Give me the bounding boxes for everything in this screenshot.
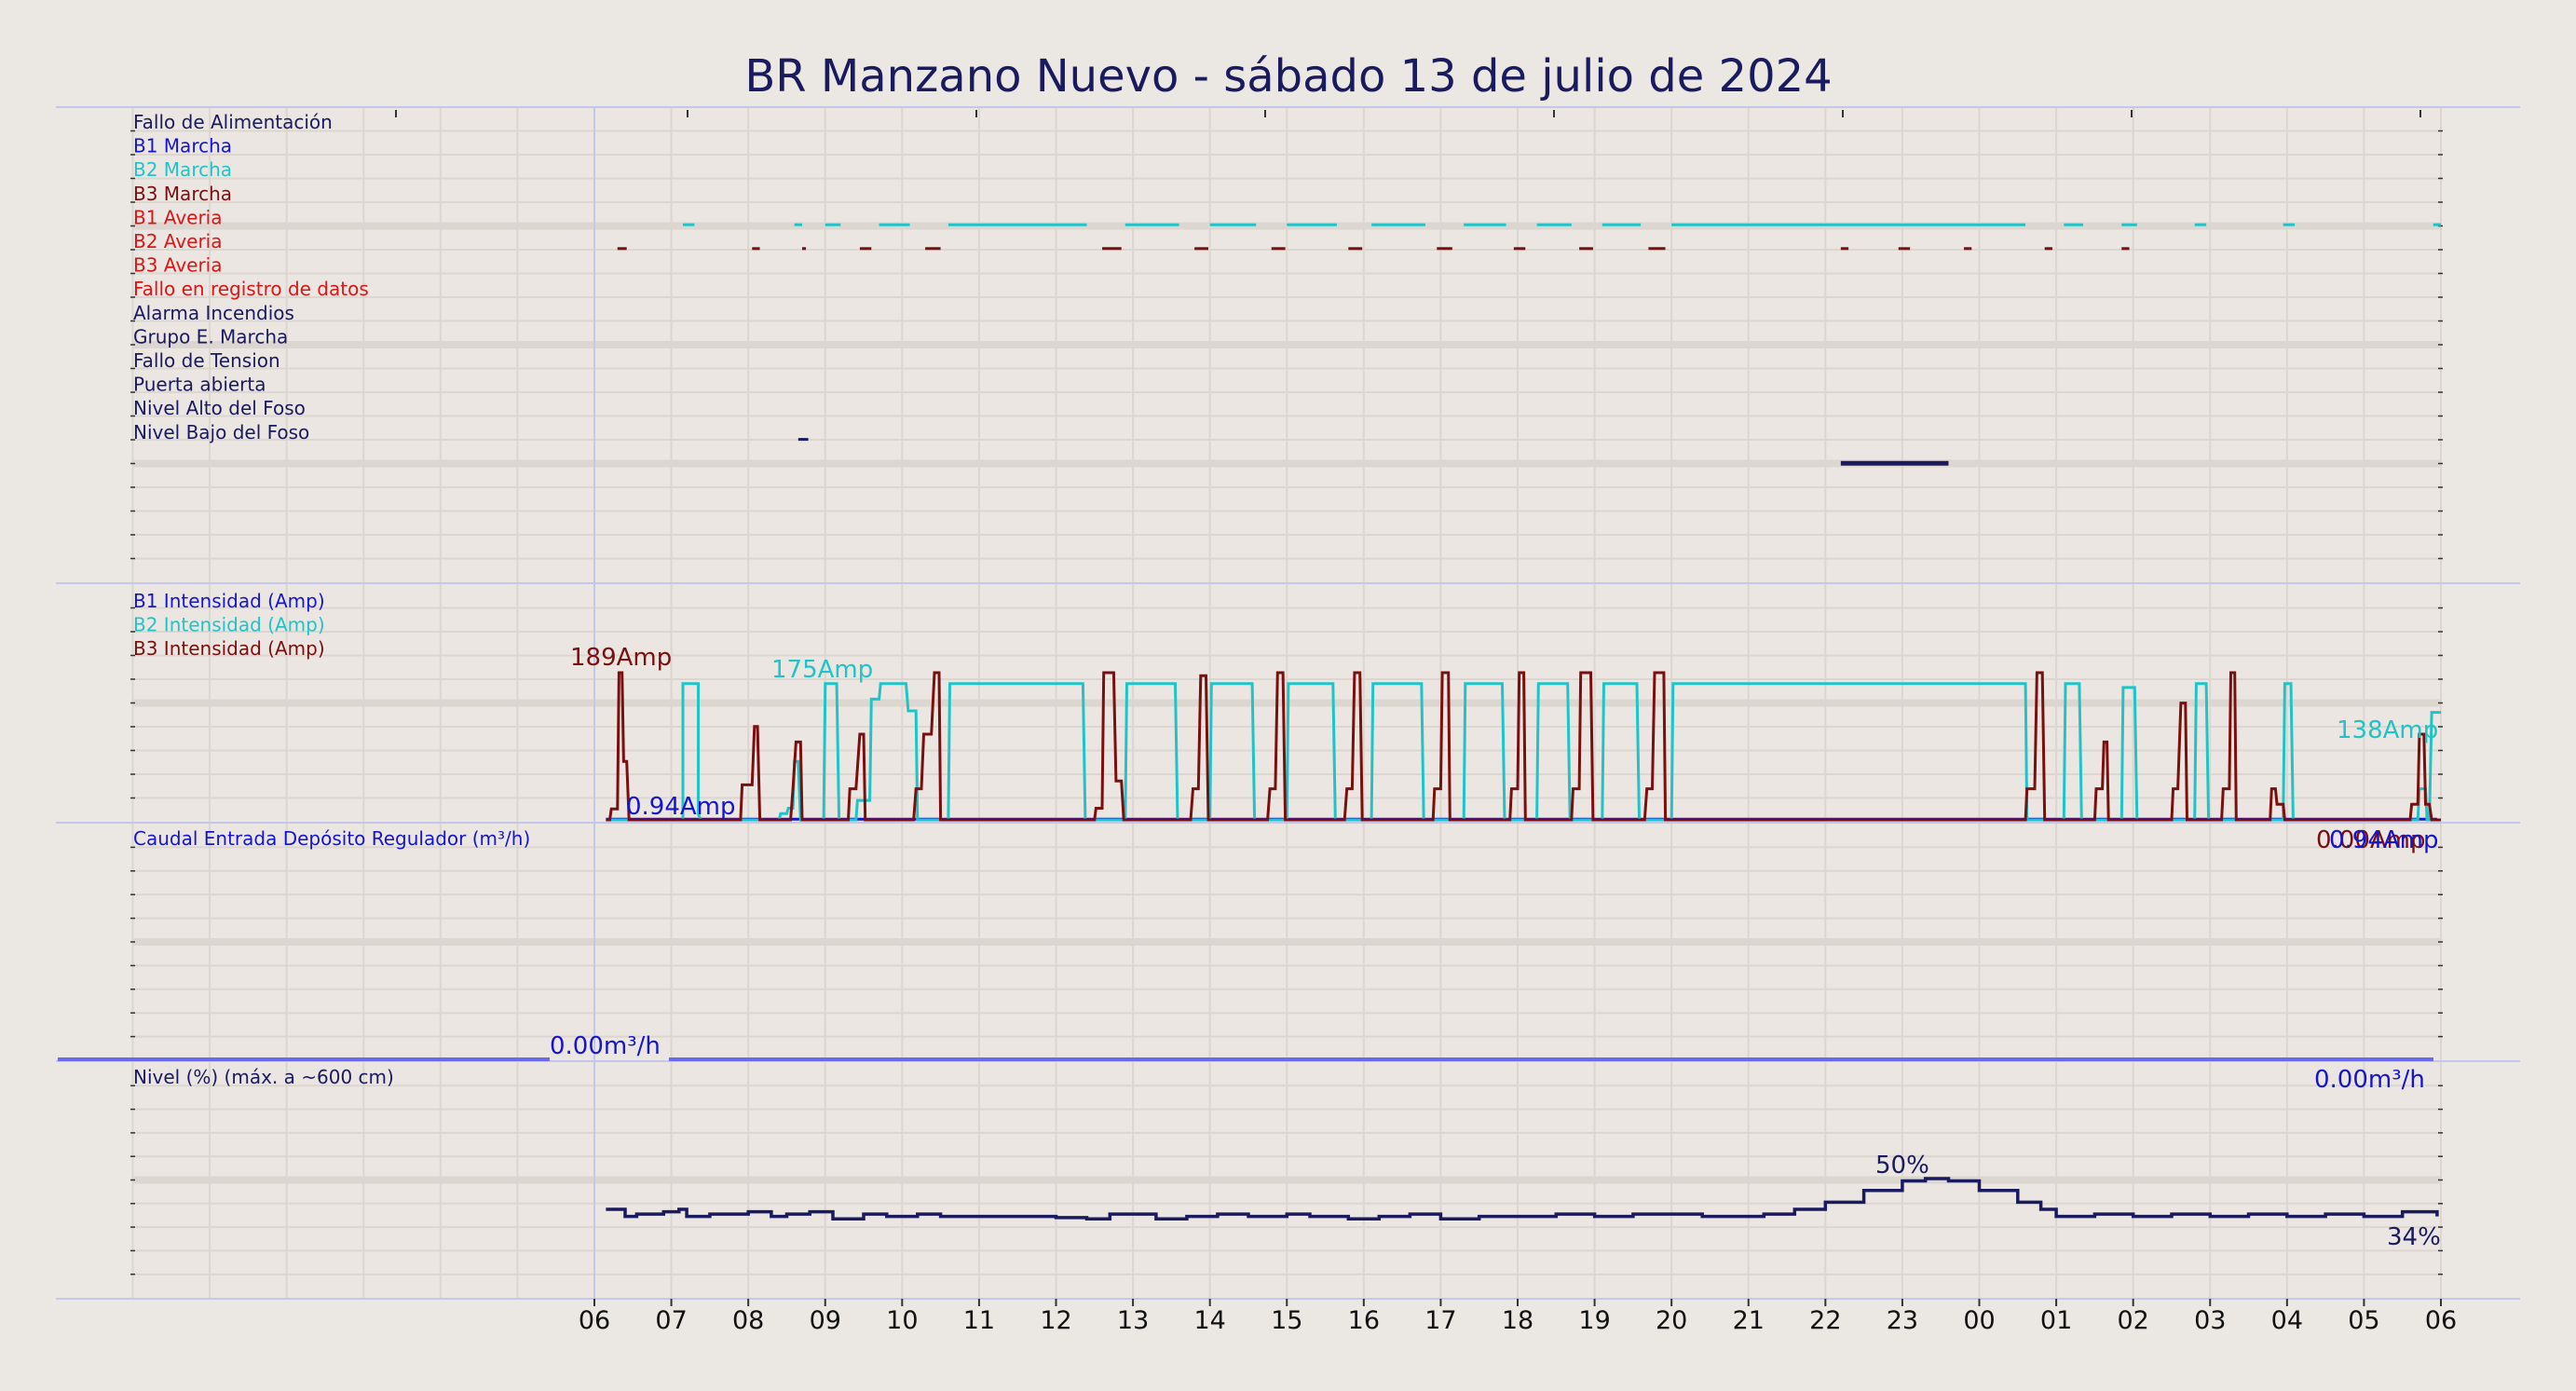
x-tick-label: 22 [1809, 1306, 1841, 1335]
x-tick-label: 17 [1424, 1306, 1456, 1335]
digital-series-label: B3 Marcha [133, 183, 232, 205]
x-tick-label: 18 [1502, 1306, 1533, 1335]
nivel-title: Nivel (%) (máx. a ~600 cm) [133, 1066, 394, 1088]
digital-series-label: Puerta abierta [133, 374, 266, 396]
digital-series-label: Grupo E. Marcha [133, 325, 288, 348]
digital-series-label: Nivel Alto del Foso [133, 397, 306, 419]
x-tick-label: 09 [810, 1306, 841, 1335]
digital-series-label: Fallo de Alimentación [133, 111, 333, 133]
label-b3-peak: 189Amp [570, 644, 672, 672]
label-b2-end: 138Amp [2337, 716, 2438, 744]
intensidad-line [606, 671, 2441, 822]
digital-series-label: B2 Averia [133, 230, 223, 252]
x-tick-label: 00 [1963, 1306, 1995, 1335]
x-tick-label: 21 [1733, 1306, 1765, 1335]
digital-series-label: B2 Marcha [133, 158, 232, 181]
label-b3-end: 0.00Amp [2316, 826, 2426, 854]
digital-series-label: B3 Averia [133, 254, 223, 277]
x-tick-label: 06 [579, 1306, 610, 1335]
label-b2-peak: 175Amp [771, 656, 873, 684]
digital-series-label: Alarma Incendios [133, 302, 294, 324]
digital-series-label: B1 Marcha [133, 135, 232, 157]
x-tick-label: 14 [1193, 1306, 1225, 1335]
digital-series-label: Fallo de Tension [133, 349, 280, 372]
x-tick-label: 11 [963, 1306, 995, 1335]
x-tick-label: 12 [1040, 1306, 1071, 1335]
digital-series-label: B1 Averia [133, 206, 223, 228]
label-b1-start: 0.94Amp [626, 793, 736, 821]
nivel-peak-label: 50% [1875, 1152, 1929, 1180]
nivel-end-label: 34% [2387, 1223, 2441, 1251]
x-tick-label: 13 [1117, 1306, 1149, 1335]
x-tick-label: 10 [886, 1306, 918, 1335]
x-tick-label: 04 [2271, 1306, 2303, 1335]
digital-series-label: Nivel Bajo del Foso [133, 421, 309, 443]
intensidad-series-label: B2 Intensidad (Amp) [133, 614, 325, 636]
caudal-end-label: 0.00m³/h [2314, 1066, 2425, 1094]
x-tick-label: 05 [2348, 1306, 2379, 1335]
x-tick-label: 03 [2194, 1306, 2226, 1335]
intensidad-series-label: B3 Intensidad (Amp) [133, 637, 325, 660]
x-tick-label: 19 [1578, 1306, 1610, 1335]
caudal-start-label: 0.00m³/h [550, 1032, 661, 1060]
x-tick-label: 20 [1656, 1306, 1687, 1335]
x-tick-label: 23 [1887, 1306, 1918, 1335]
x-tick-label: 08 [732, 1306, 764, 1335]
caudal-title: Caudal Entrada Depósito Regulador (m³/h) [133, 827, 530, 850]
x-tick-label: 02 [2117, 1306, 2148, 1335]
x-tick-label: 01 [2040, 1306, 2072, 1335]
nivel-line [606, 1177, 2439, 1221]
x-tick-label: 16 [1348, 1306, 1380, 1335]
x-tick-label: 06 [2425, 1306, 2457, 1335]
chart-title: BR Manzano Nuevo - sábado 13 de julio de… [744, 50, 1832, 102]
label-b1-end: 0.94Amp [2329, 826, 2439, 854]
x-tick-label: 15 [1271, 1306, 1302, 1335]
digital-series-label: Fallo en registro de datos [133, 278, 369, 300]
intensidad-series-label: B1 Intensidad (Amp) [133, 590, 325, 612]
x-tick-label: 07 [655, 1306, 687, 1335]
